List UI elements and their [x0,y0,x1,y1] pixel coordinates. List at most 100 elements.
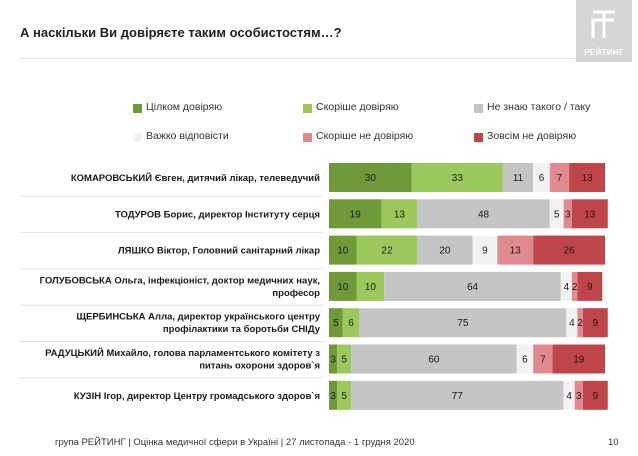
data-label: 9 [593,391,599,402]
title-divider [20,58,575,59]
bar-segment [563,380,575,410]
data-label: 10 [365,282,377,293]
data-label: 4 [566,391,572,402]
bar-segment [384,271,561,301]
legend-item-dont-know: Не знаю такого / таку [474,101,591,113]
legend-swatch [133,133,142,142]
bar-segment [329,199,382,229]
bar-segment [569,163,605,192]
bar-segment [329,271,357,301]
data-label: 20 [439,246,451,257]
data-label: 22 [381,246,393,257]
category-label: КУЗІН Ігор, директор Центру громадського… [74,391,320,402]
bar-segment [574,380,583,410]
category-label: ЛЯШКО Віктор, Головний санітарний лікар [118,246,320,257]
data-label: 9 [482,246,488,257]
data-label: 2 [572,282,578,293]
bar-segment [356,235,418,265]
bar-segment [497,235,534,265]
legend-item-fully-trust: Цілком довіряю [133,101,223,113]
data-label: 7 [540,355,546,366]
bar-segment [560,271,572,301]
bar-segment [337,380,352,410]
data-label: 3 [565,209,571,220]
data-label: 77 [452,391,464,402]
bar-segment [571,271,578,301]
bar-segment [381,199,418,229]
data-label: 64 [467,282,479,293]
bar-segment [577,271,603,301]
legend-label: Скоріше не довіряю [316,130,414,142]
legend-label: Скоріше довіряю [316,101,399,113]
bar-segment [533,235,605,265]
legend-swatch [474,104,483,113]
data-label: 10 [337,246,349,257]
bar-segment [549,163,570,192]
legend-swatch [303,104,312,113]
bar-segment [549,199,564,229]
page-number: 10 [608,437,619,448]
bar-segment [411,163,503,192]
data-label: 13 [581,173,593,184]
data-label: 30 [365,173,377,184]
bar-segment [337,344,352,374]
bar-segment [552,344,605,374]
legend-swatch [303,133,312,142]
data-label: 13 [584,209,596,220]
data-label: 26 [564,246,576,257]
data-label: 2 [577,318,583,329]
bar-segment [359,308,567,338]
bar-segment [472,235,498,265]
bar-segment [582,308,608,338]
legend-swatch [133,104,142,113]
bar-segment [502,163,534,192]
data-label: 13 [394,209,406,220]
bar-segment [329,163,412,192]
data-label: 7 [557,173,563,184]
legend-item-rather-trust: Скоріше довіряю [303,101,399,113]
bar-segment [329,344,338,374]
category-label: ТОДУРОВ Борис, директор Інституту серця [115,209,320,220]
bar-segment [329,308,343,338]
bar-segment [563,199,572,229]
data-label: 48 [478,209,490,220]
data-label: 3 [330,391,336,402]
category-label: ГОЛУБОВСЬКА Ольга, інфекціоніст, доктор … [40,275,321,299]
data-label: 5 [554,209,560,220]
data-label: 13 [510,246,522,257]
data-label: 3 [330,355,336,366]
chart-legend: Цілком довіряю Скоріше довіряю Не знаю т… [0,0,638,150]
legend-item-rather-distrust: Скоріше не довіряю [303,130,414,142]
rating-logo-icon [591,10,615,38]
bar-segment [417,199,550,229]
data-label: 19 [573,355,585,366]
data-label: 9 [587,282,593,293]
legend-item-fully-distrust: Зовсім не довіряю [474,130,577,142]
data-label: 33 [452,173,464,184]
data-label: 5 [333,318,339,329]
data-label: 6 [522,355,528,366]
legend-label: Важко відповісти [146,130,229,142]
bar-segment [533,344,553,374]
bar-segment [566,308,578,338]
bar-segment [582,380,608,410]
chart-title: А наскільки Ви довіряєте таким особистос… [20,25,342,40]
bar-segment [351,344,517,374]
bar-segment [417,235,473,265]
data-label: 19 [350,209,362,220]
bar-segment [329,380,338,410]
stacked-bar-chart: КОМАРОВСЬКИЙ Євген, дитячий лікар, телев… [20,163,608,410]
legend-label: Цілком довіряю [146,101,223,113]
data-label: 4 [564,282,570,293]
data-label: 5 [341,355,347,366]
data-label: 4 [569,318,575,329]
bar-segment [533,163,550,192]
data-label: 3 [576,391,582,402]
legend-label: Зовсім не довіряю [487,130,577,142]
bar-segment [577,308,583,338]
data-label: 10 [337,282,349,293]
bar-segment [329,235,357,265]
data-label: 6 [348,318,354,329]
legend-label: Не знаю такого / таку [487,101,591,113]
data-label: 5 [341,391,347,402]
